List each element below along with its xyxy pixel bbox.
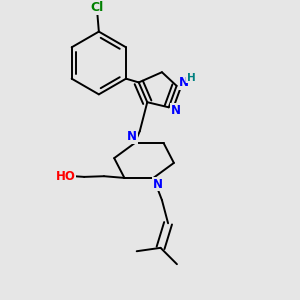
Text: H: H: [187, 73, 195, 83]
Text: N: N: [127, 130, 137, 143]
Text: Cl: Cl: [91, 1, 104, 14]
Text: N: N: [152, 178, 163, 190]
Text: N: N: [171, 104, 181, 117]
Text: HO: HO: [56, 170, 75, 183]
Text: N: N: [179, 76, 189, 89]
